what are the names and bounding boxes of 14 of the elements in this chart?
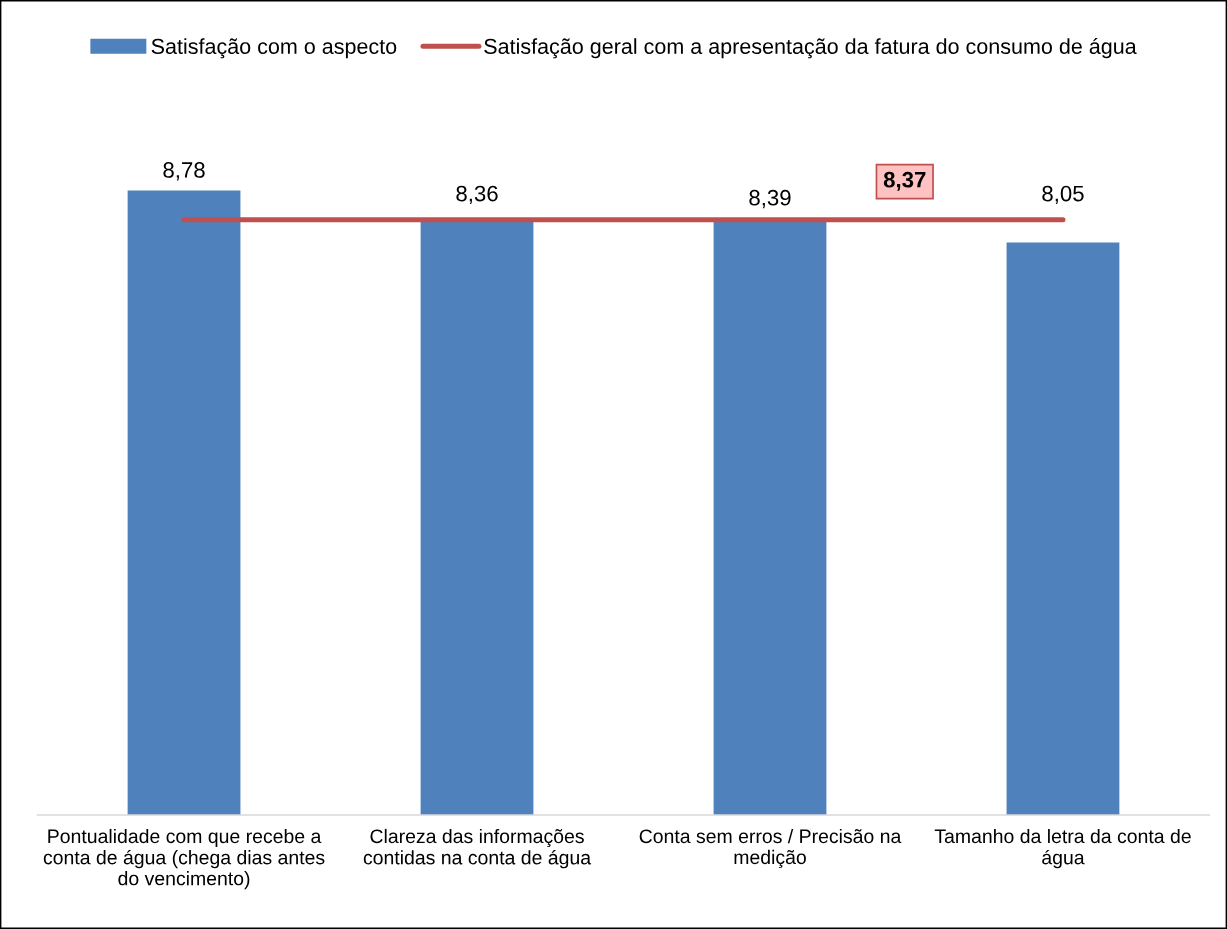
annotation: 8,37 <box>883 171 926 191</box>
legend-label: Satisfação com o aspecto <box>151 38 397 59</box>
data-label: 8,39 <box>749 189 791 209</box>
bar <box>127 190 241 816</box>
x-tick-label: Tamanho da letra da conta de água <box>934 828 1191 869</box>
data-label: 8,78 <box>163 162 205 181</box>
data-label: 8,05 <box>1042 185 1084 205</box>
x-tick-label: Pontualidade com que recebe a conta de água (chega dias antes do vencimento) <box>43 828 325 890</box>
data-label: 8,36 <box>456 185 498 205</box>
bar <box>420 220 534 816</box>
bar <box>1006 242 1120 816</box>
legend-label: Satisfação geral com a apresentação da fatura do consumo de água <box>484 37 1137 59</box>
x-tick-label: Clareza das informações contidas na conta de água <box>363 828 592 869</box>
x-tick-label: Conta sem erros / Precisão na medição <box>639 828 902 869</box>
